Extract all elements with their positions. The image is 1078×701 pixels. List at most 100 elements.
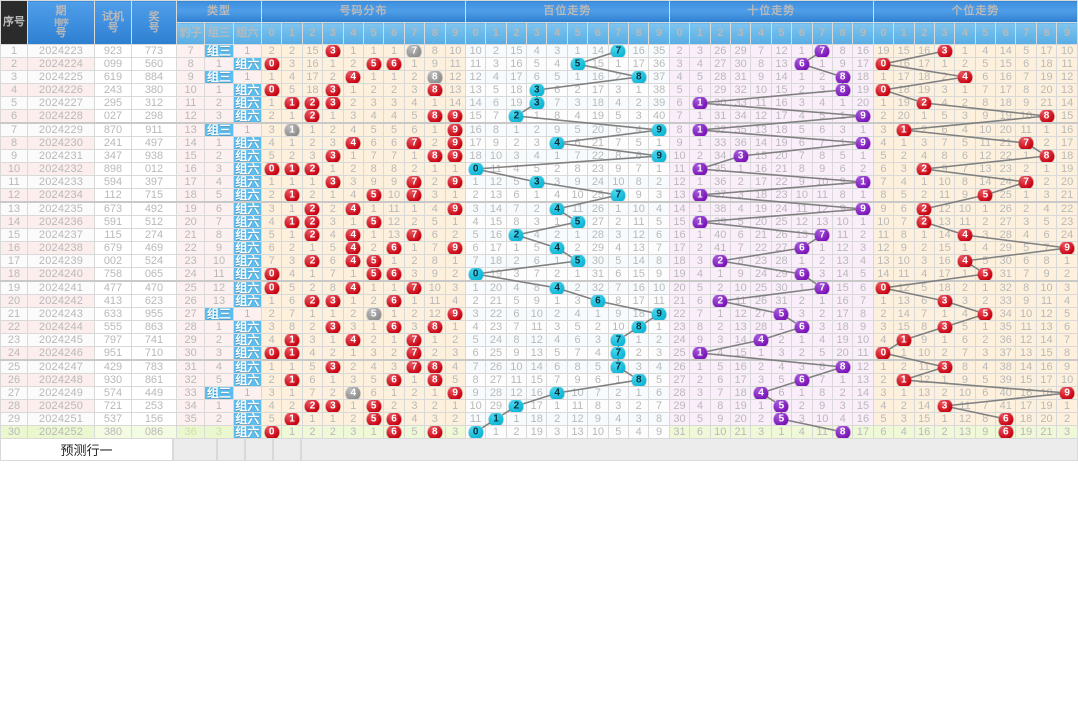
- subheader-units-1[interactable]: 1: [893, 22, 915, 45]
- subheader-type-0[interactable]: 豹子: [175, 22, 206, 45]
- subheader-dist-9[interactable]: 9: [444, 22, 466, 45]
- cell-u-trend: 12: [1056, 70, 1078, 84]
- subheader-dist-4[interactable]: 4: [342, 22, 364, 45]
- table-row[interactable]: 22 2024244 555 863 28 1 组六 3 8 2 3 3 1 6 3 8 1 4 23 7 11 3 5 2 1…: [0, 320, 1078, 334]
- cell-u-trend: 10: [933, 175, 956, 189]
- subheader-units-9[interactable]: 9: [1056, 22, 1078, 45]
- subheader-tens-8[interactable]: 8: [831, 22, 854, 45]
- cell-dist: 11: [424, 294, 446, 308]
- subheader-units-0[interactable]: 0: [872, 22, 895, 45]
- col-test-header[interactable]: 试机 号: [94, 0, 132, 45]
- subheader-dist-3[interactable]: 3: [322, 22, 344, 45]
- subheader-hundreds-5[interactable]: 5: [566, 22, 589, 45]
- table-row[interactable]: 30 2024252 380 086 36 3 组六 0 1 2 2 3 1 6 5 8 3 0 1 2 19 3 13 10…: [0, 425, 1078, 439]
- subheader-tens-0[interactable]: 0: [668, 22, 691, 45]
- subheader-tens-6[interactable]: 6: [791, 22, 813, 45]
- subheader-dist-1[interactable]: 1: [281, 22, 303, 45]
- subheader-hundreds-7[interactable]: 7: [607, 22, 630, 45]
- table-row[interactable]: 27 2024249 574 449 33 组三 1 3 1 7 2 4 6 1 2 1 9 9 28 12 16 4 10…: [0, 386, 1078, 400]
- table-row[interactable]: 21 2024243 633 955 27 组三 1 2 7 1 1 2 5 1 2 12 9 3 22 6 10 2 4 1…: [0, 307, 1078, 321]
- table-row[interactable]: 1 2024223 923 773 7 组三 1 2 2 15 3 1 1 1 7 8 10 10 2 15 4 3 1 14…: [0, 44, 1078, 58]
- table-row[interactable]: 5 2024227 295 312 11 2 组六 1 1 2 3 2 3 3 4 1 14 14 6 19 3 7 3 18…: [0, 96, 1078, 110]
- subheader-hundreds-8[interactable]: 8: [628, 22, 650, 45]
- col-prize-header[interactable]: 奖 号: [131, 0, 177, 45]
- subheader-type-1[interactable]: 组三: [204, 22, 234, 45]
- cell-dist: 1: [260, 294, 283, 308]
- table-row[interactable]: 15 2024237 115 274 21 8 组六 5 1 2 4 4 1 13 7 6 2 5 16 2 4 2 1 28…: [0, 228, 1078, 242]
- subheader-units-7[interactable]: 7: [1015, 22, 1037, 45]
- col-index-header[interactable]: 序号: [0, 0, 28, 45]
- table-row[interactable]: 13 2024235 673 492 19 6 组六 3 1 2 2 4 1 11 1 4 9 3 14 7 2 4 11 2…: [0, 201, 1078, 216]
- prediction-blank-rest[interactable]: [301, 439, 1078, 461]
- subheader-units-6[interactable]: 6: [995, 22, 1017, 45]
- prediction-blank-zuliu[interactable]: [273, 439, 301, 461]
- cell-h-trend: 3: [526, 83, 548, 97]
- table-row[interactable]: 4 2024226 243 380 10 1 组六 0 5 18 3 1 2 2 3 8 13 13 5 18 3 6 2 1…: [0, 83, 1078, 97]
- subheader-dist-5[interactable]: 5: [362, 22, 385, 45]
- subheader-tens-1[interactable]: 1: [689, 22, 711, 45]
- subheader-hundreds-9[interactable]: 9: [648, 22, 670, 45]
- cell-t-trend: 25: [770, 215, 793, 229]
- subheader-tens-5[interactable]: 5: [770, 22, 793, 45]
- table-row[interactable]: 10 2024232 898 012 16 3 组六 0 1 2 1 2 8 8 2 1 1 0 11 4 5 2 8 23 9…: [0, 162, 1078, 176]
- subheader-tens-4[interactable]: 4: [750, 22, 772, 45]
- subheader-dist-2[interactable]: 2: [301, 22, 324, 45]
- cell-h-trend: 5: [464, 333, 487, 347]
- table-row[interactable]: 25 2024247 429 783 31 4 组六 1 1 5 3 2 4 3 7 8 4 7 26 10 14 6 8 5…: [0, 359, 1078, 374]
- table-row[interactable]: 26 2024248 930 861 32 5 组六 2 1 6 1 3 5 6 1 8 5 8 27 11 15 7 9 6…: [0, 373, 1078, 387]
- cell-t-trend: 26: [709, 44, 731, 58]
- table-row[interactable]: 20 2024242 413 623 26 13 组六 1 6 2 3 1 2 6 1 11 4 2 21 5 9 1 3 6…: [0, 294, 1078, 308]
- prediction-blank-zusan[interactable]: [245, 439, 273, 461]
- cell-t-trend: 18: [729, 386, 752, 400]
- subheader-dist-7[interactable]: 7: [403, 22, 426, 45]
- table-row[interactable]: 29 2024251 537 156 35 2 组六 5 1 1 1 2 5 6 4 3 2 11 1 1 18 2 12 9…: [0, 412, 1078, 426]
- subheader-hundreds-1[interactable]: 1: [485, 22, 507, 45]
- subheader-hundreds-6[interactable]: 6: [587, 22, 609, 45]
- prediction-blank-prize[interactable]: [173, 439, 217, 461]
- cell-t-trend: 7: [668, 109, 691, 124]
- table-row[interactable]: 19 2024241 477 470 25 12 组六 0 5 2 8 4 1 1 7 10 3 1 20 4 8 4 2 3…: [0, 280, 1078, 295]
- cell-h-trend: 19: [587, 109, 609, 124]
- table-row[interactable]: 9 2024231 347 938 15 2 组六 5 2 3 3 1 7 7 1 8 9 18 10 3 4 1 7 22 8…: [0, 149, 1078, 163]
- subheader-hundreds-2[interactable]: 2: [505, 22, 528, 45]
- table-row[interactable]: 8 2024230 241 497 14 1 组六 4 1 2 3 4 6 6 7 2 9 17 9 2 3 4 6 21 7 5…: [0, 136, 1078, 150]
- cell-prize-number: 955: [131, 307, 177, 321]
- subheader-type-2[interactable]: 组六: [232, 22, 263, 45]
- cell-h-trend: 8: [464, 373, 487, 387]
- subheader-units-8[interactable]: 8: [1035, 22, 1058, 45]
- subheader-hundreds-0[interactable]: 0: [464, 22, 487, 45]
- col-issue-header[interactable]: 期排序 号: [27, 0, 95, 45]
- table-row[interactable]: 23 2024245 797 741 29 2 组六 4 1 3 1 4 2 1 7 1 2 5 24 8 12 4 6 3 7…: [0, 333, 1078, 347]
- subheader-tens-7[interactable]: 7: [811, 22, 833, 45]
- table-row[interactable]: 11 2024233 594 397 17 4 组六 1 1 1 3 3 9 9 7 2 9 1 12 5 3 3 9 24 1…: [0, 175, 1078, 189]
- table-row[interactable]: 17 2024239 002 524 23 10 组六 7 3 2 6 4 5 1 2 8 1 7 18 2 6 1 5 30…: [0, 254, 1078, 268]
- group-header-units: 个位走势: [872, 0, 1078, 23]
- cell-u-trend: 2: [913, 122, 935, 137]
- table-row[interactable]: 2 2024224 099 560 8 1 组六 0 3 16 1 2 5 6 1 9 11 11 3 16 5 4 5 15…: [0, 57, 1078, 71]
- subheader-units-3[interactable]: 3: [933, 22, 956, 45]
- table-row[interactable]: 6 2024228 027 298 12 3 组六 2 1 2 1 3 4 4 5 8 9 15 7 2 1 8 4 19 5 3…: [0, 109, 1078, 124]
- subheader-tens-2[interactable]: 2: [709, 22, 731, 45]
- table-row[interactable]: 3 2024225 619 884 9 组三 1 1 4 17 2 4 1 1 2 8 12 12 4 17 6 5 1 16…: [0, 70, 1078, 84]
- subheader-tens-9[interactable]: 9: [852, 22, 874, 45]
- table-row[interactable]: 18 2024240 758 065 24 11 组六 0 4 1 7 1 5 6 3 9 2 0 19 3 7 2 1 31…: [0, 267, 1078, 282]
- cell-t-trend: 12: [729, 307, 752, 321]
- table-row[interactable]: 14 2024236 591 512 20 7 组六 4 1 2 3 1 5 12 2 5 1 4 15 8 3 1 5 27…: [0, 215, 1078, 229]
- subheader-hundreds-4[interactable]: 4: [546, 22, 568, 45]
- table-row[interactable]: 16 2024238 679 469 22 9 组六 6 2 1 5 4 2 6 1 7 9 6 17 1 5 4 2 29 4…: [0, 241, 1078, 255]
- table-row[interactable]: 24 2024246 951 710 30 3 组六 0 1 4 2 1 3 2 7 2 3 6 25 9 13 5 7 4 7…: [0, 346, 1078, 361]
- subheader-dist-6[interactable]: 6: [383, 22, 405, 45]
- table-row[interactable]: 28 2024250 721 253 34 1 组六 4 2 2 3 1 5 2 3 2 1 10 29 2 17 1 11…: [0, 399, 1078, 413]
- sort-icon[interactable]: 排序: [54, 18, 69, 27]
- subheader-dist-0[interactable]: 0: [260, 22, 283, 45]
- prediction-blank-baozi[interactable]: [217, 439, 245, 461]
- table-row[interactable]: 7 2024229 870 911 13 组三 1 3 1 1 2 4 5 5 6 1 9 16 8 1 2 9 5 20 6 4…: [0, 122, 1078, 137]
- subheader-tens-3[interactable]: 3: [729, 22, 752, 45]
- cell-u-trend: 21: [1035, 425, 1058, 439]
- table-row[interactable]: 12 2024234 112 715 18 5 组六 2 1 2 1 4 5 10 7 3 1 2 13 6 1 4 10 2…: [0, 188, 1078, 203]
- subheader-dist-8[interactable]: 8: [424, 22, 446, 45]
- subheader-units-2[interactable]: 2: [913, 22, 935, 45]
- subheader-hundreds-3[interactable]: 3: [526, 22, 548, 45]
- subheader-units-5[interactable]: 5: [974, 22, 997, 45]
- subheader-units-4[interactable]: 4: [954, 22, 976, 45]
